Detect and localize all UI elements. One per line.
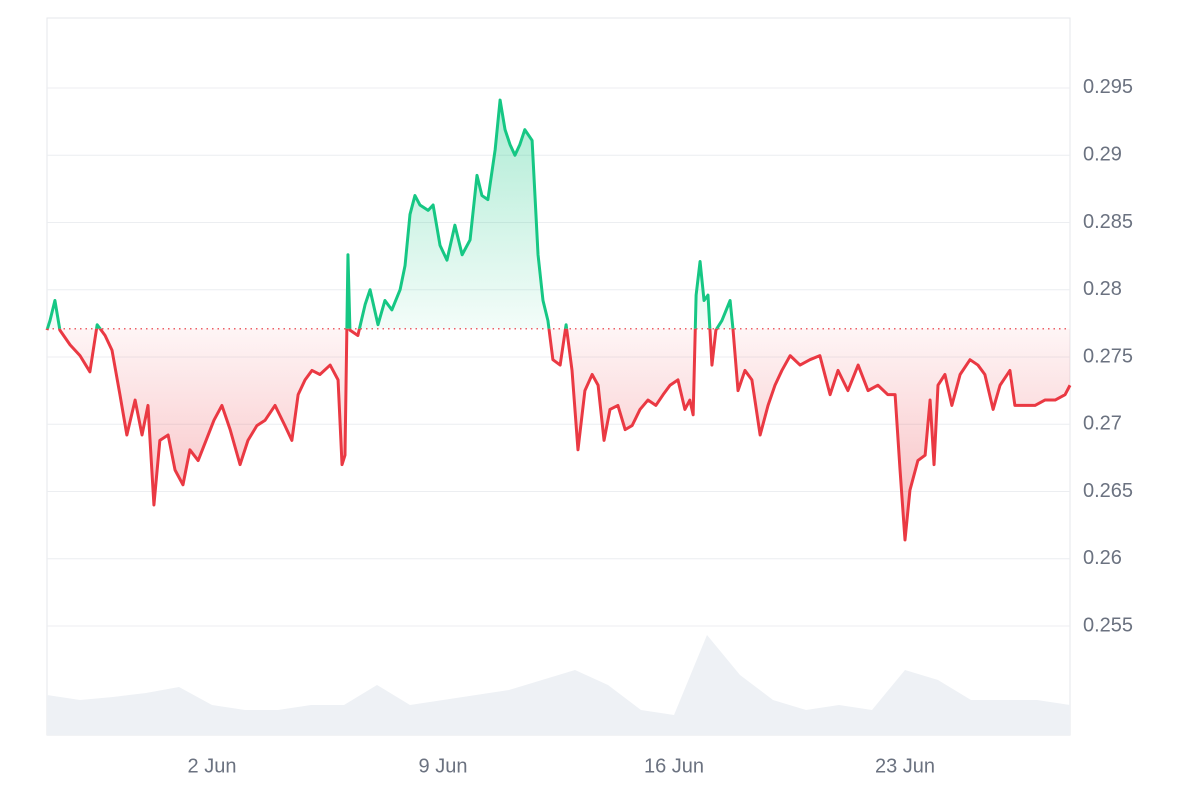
y-tick-label: 0.255 xyxy=(1083,614,1133,636)
x-tick-label: 2 Jun xyxy=(188,755,237,777)
x-tick-label: 9 Jun xyxy=(419,755,468,777)
price-line-up xyxy=(45,98,735,329)
y-tick-label: 0.295 xyxy=(1083,76,1133,98)
volume-area xyxy=(47,635,1070,735)
area-up xyxy=(47,100,733,329)
y-tick-label: 0.265 xyxy=(1083,480,1133,502)
x-tick-label: 23 Jun xyxy=(875,755,935,777)
x-tick-label: 16 Jun xyxy=(644,755,704,777)
price-line-down xyxy=(45,328,1072,542)
y-tick-label: 0.29 xyxy=(1083,143,1122,165)
y-tick-label: 0.285 xyxy=(1083,211,1133,233)
area-down xyxy=(47,328,1070,540)
y-tick-label: 0.27 xyxy=(1083,413,1122,435)
y-tick-label: 0.26 xyxy=(1083,547,1122,569)
y-tick-label: 0.275 xyxy=(1083,345,1133,367)
y-tick-label: 0.28 xyxy=(1083,278,1122,300)
